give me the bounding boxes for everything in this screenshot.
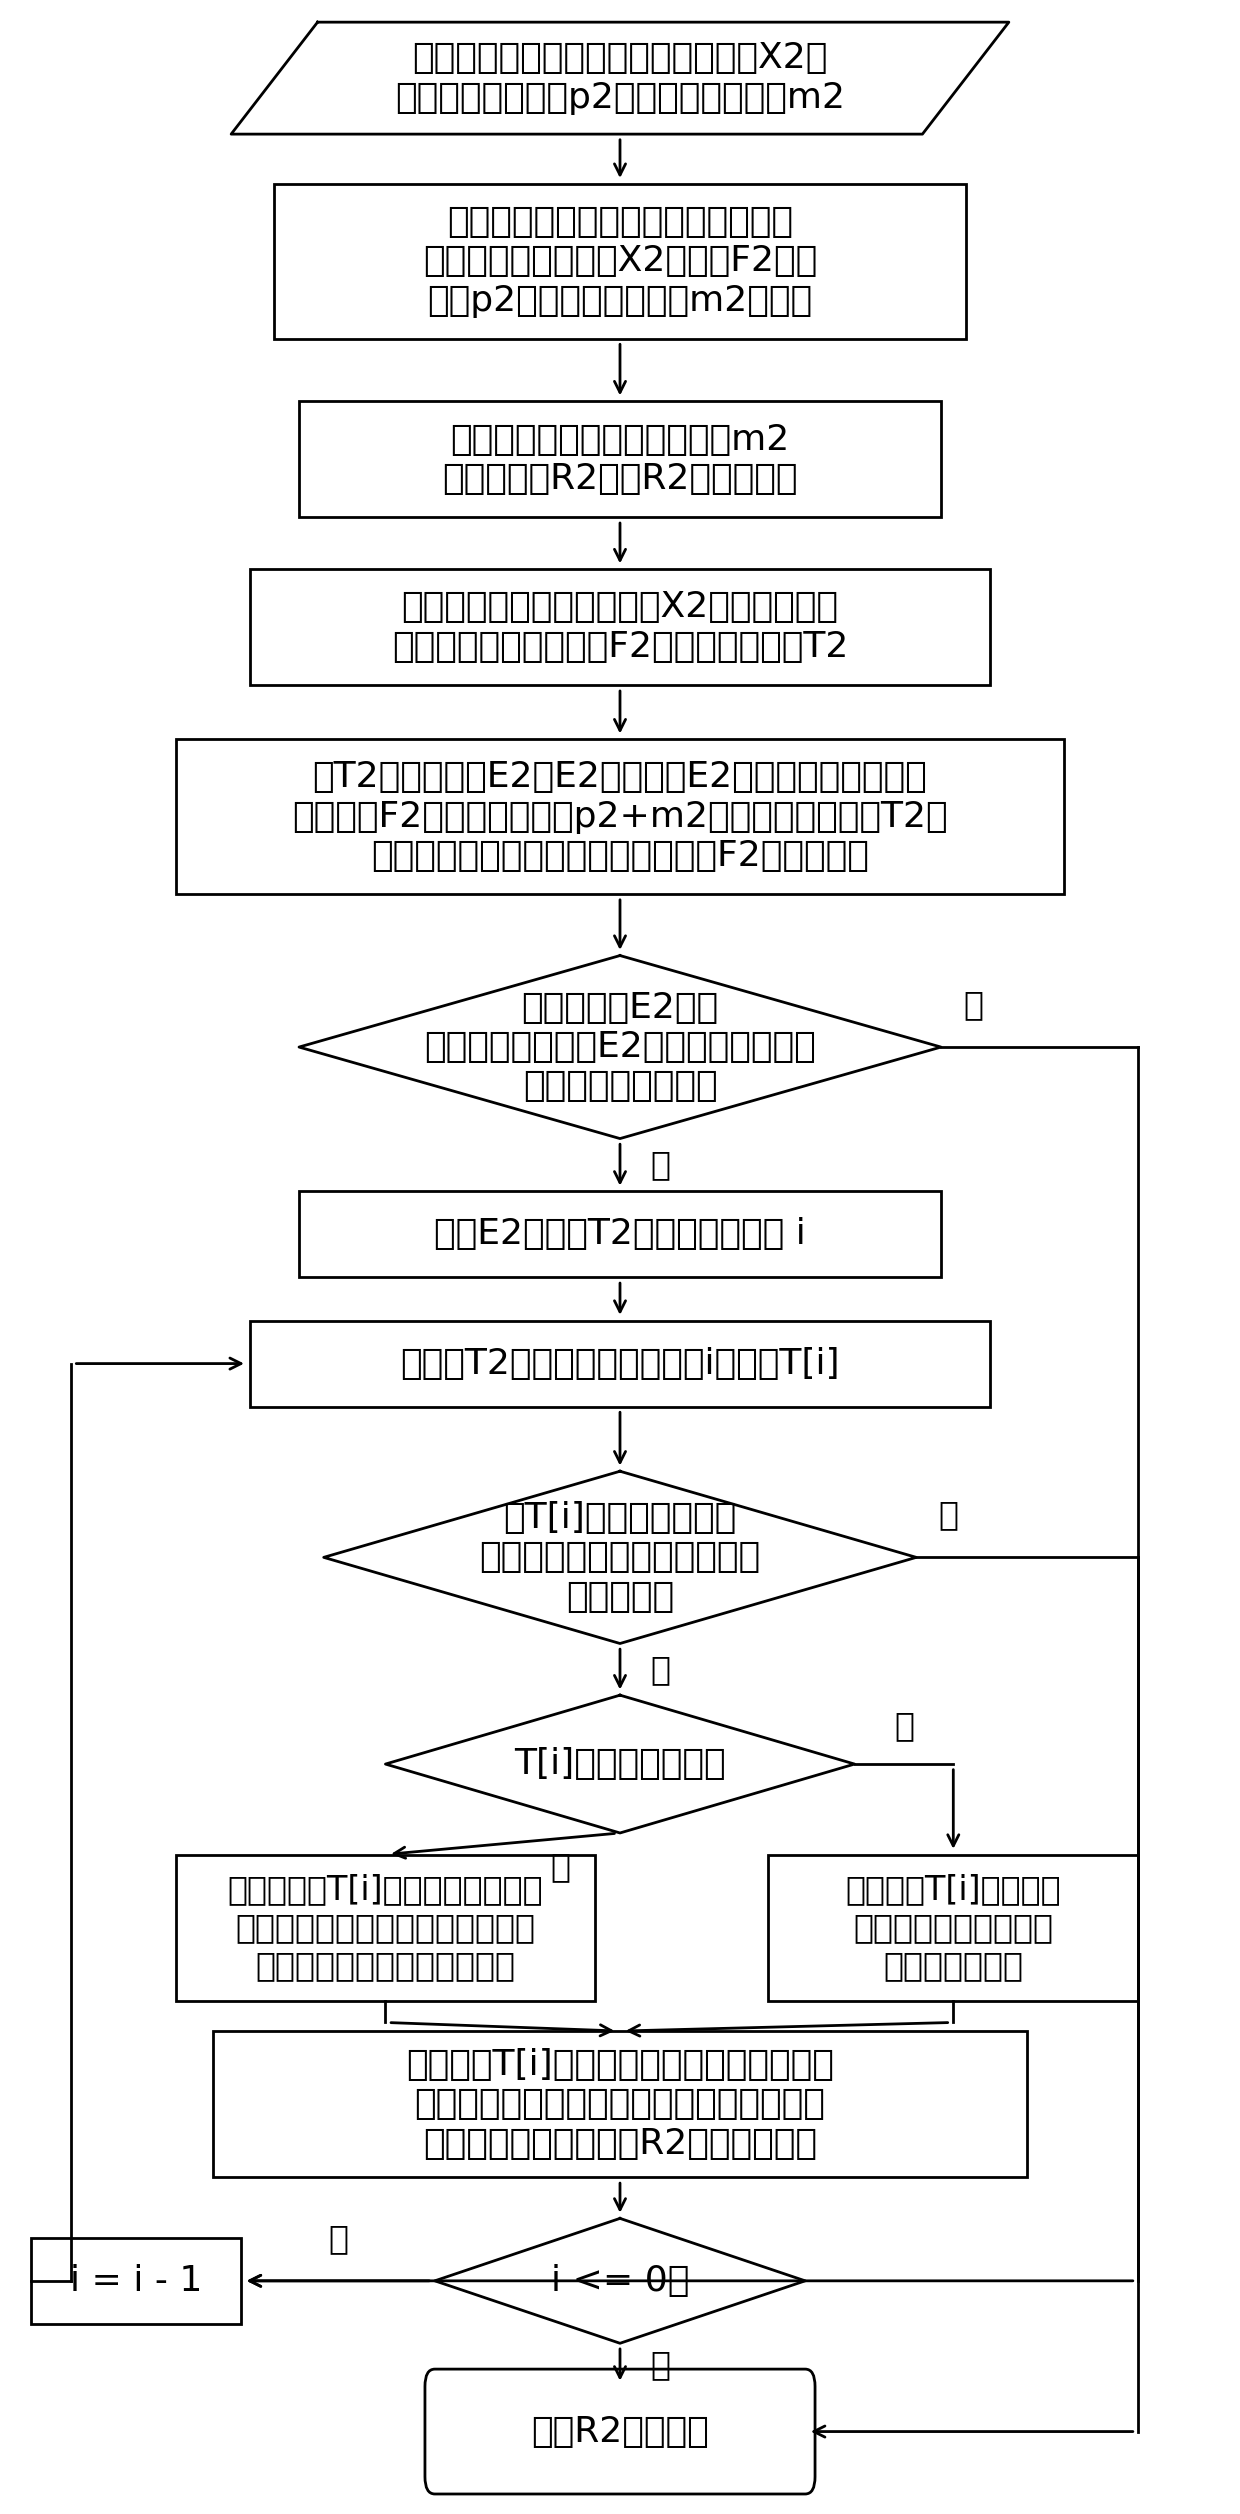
- Text: 是: 是: [894, 1710, 914, 1742]
- Text: 修改与元素T[i]相对应的数据块的
最新访问时间，并将该数据块移动
到全局活跃数据块链表的表头: 修改与元素T[i]相对应的数据块的 最新访问时间，并将该数据块移动 到全局活跃数…: [228, 1873, 543, 1984]
- Polygon shape: [386, 1694, 854, 1833]
- Text: 否: 否: [963, 988, 983, 1021]
- Text: 是: 是: [651, 2348, 671, 2381]
- Text: 返回R2中的数据: 返回R2中的数据: [531, 2413, 709, 2449]
- Bar: [299, 402, 941, 518]
- Bar: [299, 1192, 941, 1277]
- Text: 操作命令中给出被读文件的文件标识X2、
读取位置的偏移量p2、待读取数据大小m2: 操作命令中给出被读文件的文件标识X2、 读取位置的偏移量p2、待读取数据大小m2: [396, 40, 844, 116]
- Text: 是: 是: [651, 1149, 671, 1182]
- Text: 否: 否: [327, 2222, 348, 2255]
- Text: i <= 0？: i <= 0？: [551, 2263, 689, 2298]
- Text: 用户态文件系统驱动模块通知缓存管
理模块对文件标识为X2的文件F2从偏
移量p2处开始读取长度为m2的数据: 用户态文件系统驱动模块通知缓存管 理模块对文件标识为X2的文件F2从偏 移量p2…: [423, 204, 817, 317]
- FancyBboxPatch shape: [425, 2368, 815, 2494]
- Text: 从T2中检索元素E2，E2满足：与E2相对应的数据块的起
始位置在F2中的偏移量小于p2+m2、且大于或等于与T2中
其他元素相对应的数据块起始位置在F2中的偏: 从T2中检索元素E2，E2满足：与E2相对应的数据块的起 始位置在F2中的偏移量…: [293, 759, 947, 872]
- Text: 从与元素T[i]对应的数据块中读取该数据块
覆盖区域与待读取区域相重叠部分的数据，
并将读取的数据写入到R2的相应区域中: 从与元素T[i]对应的数据块中读取该数据块 覆盖区域与待读取区域相重叠部分的数据…: [405, 2049, 835, 2160]
- Bar: [176, 739, 1064, 895]
- Polygon shape: [231, 23, 1009, 133]
- Text: 否: 否: [551, 1850, 570, 1883]
- Text: 从构成T2的数组中取出下标为i的元素T[i]: 从构成T2的数组中取出下标为i的元素T[i]: [401, 1348, 839, 1380]
- Text: 是: 是: [651, 1652, 671, 1687]
- Text: 确定E2在构成T2的数组中的下标 i: 确定E2在构成T2的数组中的下标 i: [434, 1217, 806, 1252]
- Bar: [249, 1320, 991, 1408]
- Text: 将与元素T[i]对应的数
据块加载到全局活跃数
据块链表的表头: 将与元素T[i]对应的数 据块加载到全局活跃数 据块链表的表头: [846, 1873, 1061, 1984]
- Polygon shape: [435, 2217, 805, 2343]
- Text: 否: 否: [939, 1498, 959, 1531]
- Bar: [176, 1855, 595, 2001]
- Text: 缓存管理模块分配一块长度为m2
的内存空间R2，将R2初始化为空: 缓存管理模块分配一块长度为m2 的内存空间R2，将R2初始化为空: [443, 422, 797, 495]
- Bar: [31, 2237, 241, 2323]
- Polygon shape: [299, 955, 941, 1139]
- Text: 从全局缓存索引中检索键为X2的记录，从检
索到的记录中取出文件F2的数据块索引树T2: 从全局缓存索引中检索键为X2的记录，从检 索到的记录中取出文件F2的数据块索引树…: [392, 591, 848, 664]
- Polygon shape: [324, 1471, 916, 1644]
- Text: 检索到元素E2，且
待读取数据区域与E2相对应的数据块的
覆盖区域存在重叠？: 检索到元素E2，且 待读取数据区域与E2相对应的数据块的 覆盖区域存在重叠？: [424, 991, 816, 1104]
- Text: 与T[i]相对应的数据块
的覆盖区域与待读取数据区域
存在重叠？: 与T[i]相对应的数据块 的覆盖区域与待读取数据区域 存在重叠？: [480, 1501, 760, 1614]
- Text: i = i - 1: i = i - 1: [69, 2263, 202, 2298]
- Bar: [768, 1855, 1138, 2001]
- Bar: [212, 2031, 1028, 2177]
- Bar: [274, 184, 966, 339]
- Text: T[i]为第一类元素？: T[i]为第一类元素？: [515, 1747, 725, 1780]
- Bar: [249, 568, 991, 686]
